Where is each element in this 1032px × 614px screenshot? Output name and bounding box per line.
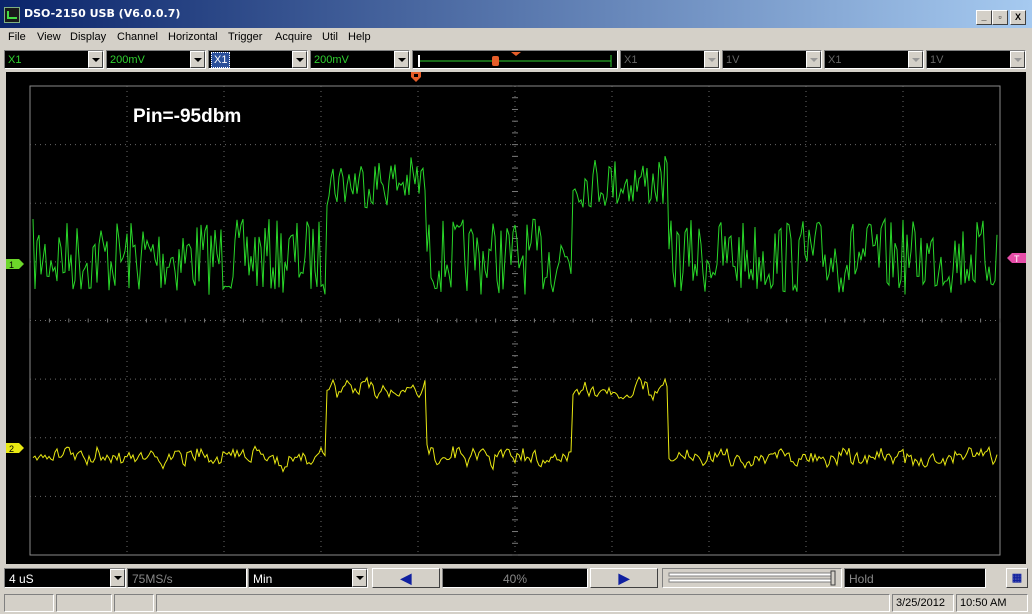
menu-help[interactable]: Help bbox=[348, 31, 371, 43]
menu-trigger[interactable]: Trigger bbox=[228, 31, 263, 43]
ch2-probe-value: X1 bbox=[211, 52, 231, 68]
scroll-right-button[interactable]: ▶ bbox=[590, 568, 658, 588]
signal-annotation: Pin=-95dbm bbox=[133, 106, 241, 127]
status-pane-2 bbox=[56, 594, 112, 612]
menu-acquire[interactable]: Acquire bbox=[275, 31, 313, 43]
ch3-probe-select[interactable]: X1 bbox=[620, 50, 720, 69]
acquisition-mode-value: Min bbox=[253, 572, 273, 586]
menu-channel[interactable]: Channel bbox=[117, 31, 158, 43]
status-pane-3 bbox=[114, 594, 154, 612]
ch1-probe-value: X1 bbox=[8, 54, 22, 66]
scope-display[interactable]: Pin=-95dbm 1 2 T bbox=[6, 72, 1026, 564]
waveform-canvas[interactable]: Pin=-95dbm 1 2 T bbox=[6, 72, 1026, 564]
status-pane-1 bbox=[4, 594, 54, 612]
chevron-down-icon[interactable] bbox=[292, 51, 307, 68]
channel-controls: X1 200mV X1 200mV X1 1V X1 1V bbox=[0, 49, 1032, 71]
title-bar: DSO-2150 USB (V6.0.0.7) _ ▫ X bbox=[0, 0, 1032, 28]
chevron-down-icon[interactable] bbox=[88, 51, 103, 68]
status-time-text: 10:50 AM bbox=[960, 597, 1007, 609]
chevron-down-icon[interactable] bbox=[352, 569, 367, 587]
ch1-probe-select[interactable]: X1 bbox=[4, 50, 104, 69]
chevron-down-icon[interactable] bbox=[1010, 51, 1025, 68]
chevron-down-icon[interactable] bbox=[704, 51, 719, 68]
ch1-ground-marker[interactable]: 1 bbox=[6, 259, 24, 270]
trigger-marker-label: T bbox=[1014, 254, 1020, 264]
ch2-marker-label: 2 bbox=[9, 444, 14, 454]
chevron-down-icon[interactable] bbox=[190, 51, 205, 68]
chevron-down-icon[interactable] bbox=[908, 51, 923, 68]
maximize-button[interactable]: ▫ bbox=[992, 10, 1008, 25]
acquisition-mode-select[interactable]: Min bbox=[248, 568, 368, 588]
ch3-probe-value: X1 bbox=[624, 54, 638, 66]
menu-horizontal[interactable]: Horizontal bbox=[168, 31, 218, 43]
ch2-waveform bbox=[32, 376, 998, 473]
menu-view[interactable]: View bbox=[37, 31, 61, 43]
ch4-probe-value: X1 bbox=[828, 54, 842, 66]
timebase-value: 4 uS bbox=[9, 572, 34, 586]
ch2-ground-marker[interactable]: 2 bbox=[6, 443, 24, 454]
ch1-marker-label: 1 bbox=[9, 260, 14, 270]
ch3-volts-value: 1V bbox=[726, 54, 740, 66]
ch1-volts-value: 200mV bbox=[110, 54, 145, 66]
status-bar: 3/25/2012 10:50 AM bbox=[0, 592, 1032, 614]
ch1-volts-select[interactable]: 200mV bbox=[106, 50, 206, 69]
horizontal-position-slider[interactable] bbox=[412, 50, 618, 69]
chevron-down-icon[interactable] bbox=[394, 51, 409, 68]
status-date: 3/25/2012 bbox=[892, 594, 954, 612]
ch3-volts-select[interactable]: 1V bbox=[722, 50, 822, 69]
ch2-probe-select[interactable]: X1 bbox=[208, 50, 308, 69]
menu-util[interactable]: Util bbox=[322, 31, 338, 43]
status-pane-4 bbox=[156, 594, 890, 612]
time-slider[interactable] bbox=[662, 568, 842, 588]
menu-file[interactable]: File bbox=[8, 31, 26, 43]
ch1-waveform bbox=[32, 155, 998, 295]
position-percent-display: 40% bbox=[442, 568, 588, 588]
status-date-text: 3/25/2012 bbox=[896, 597, 945, 609]
sample-rate-display: 75MS/s bbox=[127, 568, 247, 588]
close-button[interactable]: X bbox=[1010, 10, 1026, 25]
ch2-volts-select[interactable]: 200mV bbox=[310, 50, 410, 69]
ch4-volts-value: 1V bbox=[930, 54, 944, 66]
sample-rate-value: 75MS/s bbox=[132, 572, 173, 586]
menu-bar: File View Display Channel Horizontal Tri… bbox=[0, 29, 1032, 47]
trigger-position-marker[interactable] bbox=[411, 72, 421, 82]
ch4-volts-select[interactable]: 1V bbox=[926, 50, 1026, 69]
ch4-probe-select[interactable]: X1 bbox=[824, 50, 924, 69]
ch2-volts-value: 200mV bbox=[314, 54, 349, 66]
chevron-down-icon[interactable] bbox=[806, 51, 821, 68]
bottom-controls: 4 uS 75MS/s Min ◀ 40% ▶ Hold ▦ bbox=[0, 566, 1032, 590]
oscilloscope-app-icon bbox=[4, 7, 20, 23]
trigger-level-marker[interactable]: T bbox=[1007, 253, 1026, 264]
window-title: DSO-2150 USB (V6.0.0.7) bbox=[24, 7, 181, 20]
chevron-down-icon[interactable] bbox=[110, 569, 125, 587]
position-percent-value: 40% bbox=[503, 572, 528, 586]
menu-display[interactable]: Display bbox=[70, 31, 107, 43]
run-status-value: Hold bbox=[849, 572, 874, 586]
autoset-icon[interactable]: ▦ bbox=[1006, 568, 1028, 588]
status-time: 10:50 AM bbox=[956, 594, 1028, 612]
graticule bbox=[29, 85, 1001, 556]
minimize-button[interactable]: _ bbox=[976, 10, 992, 25]
run-status-display: Hold bbox=[844, 568, 986, 588]
scroll-left-button[interactable]: ◀ bbox=[372, 568, 440, 588]
timebase-select[interactable]: 4 uS bbox=[4, 568, 126, 588]
